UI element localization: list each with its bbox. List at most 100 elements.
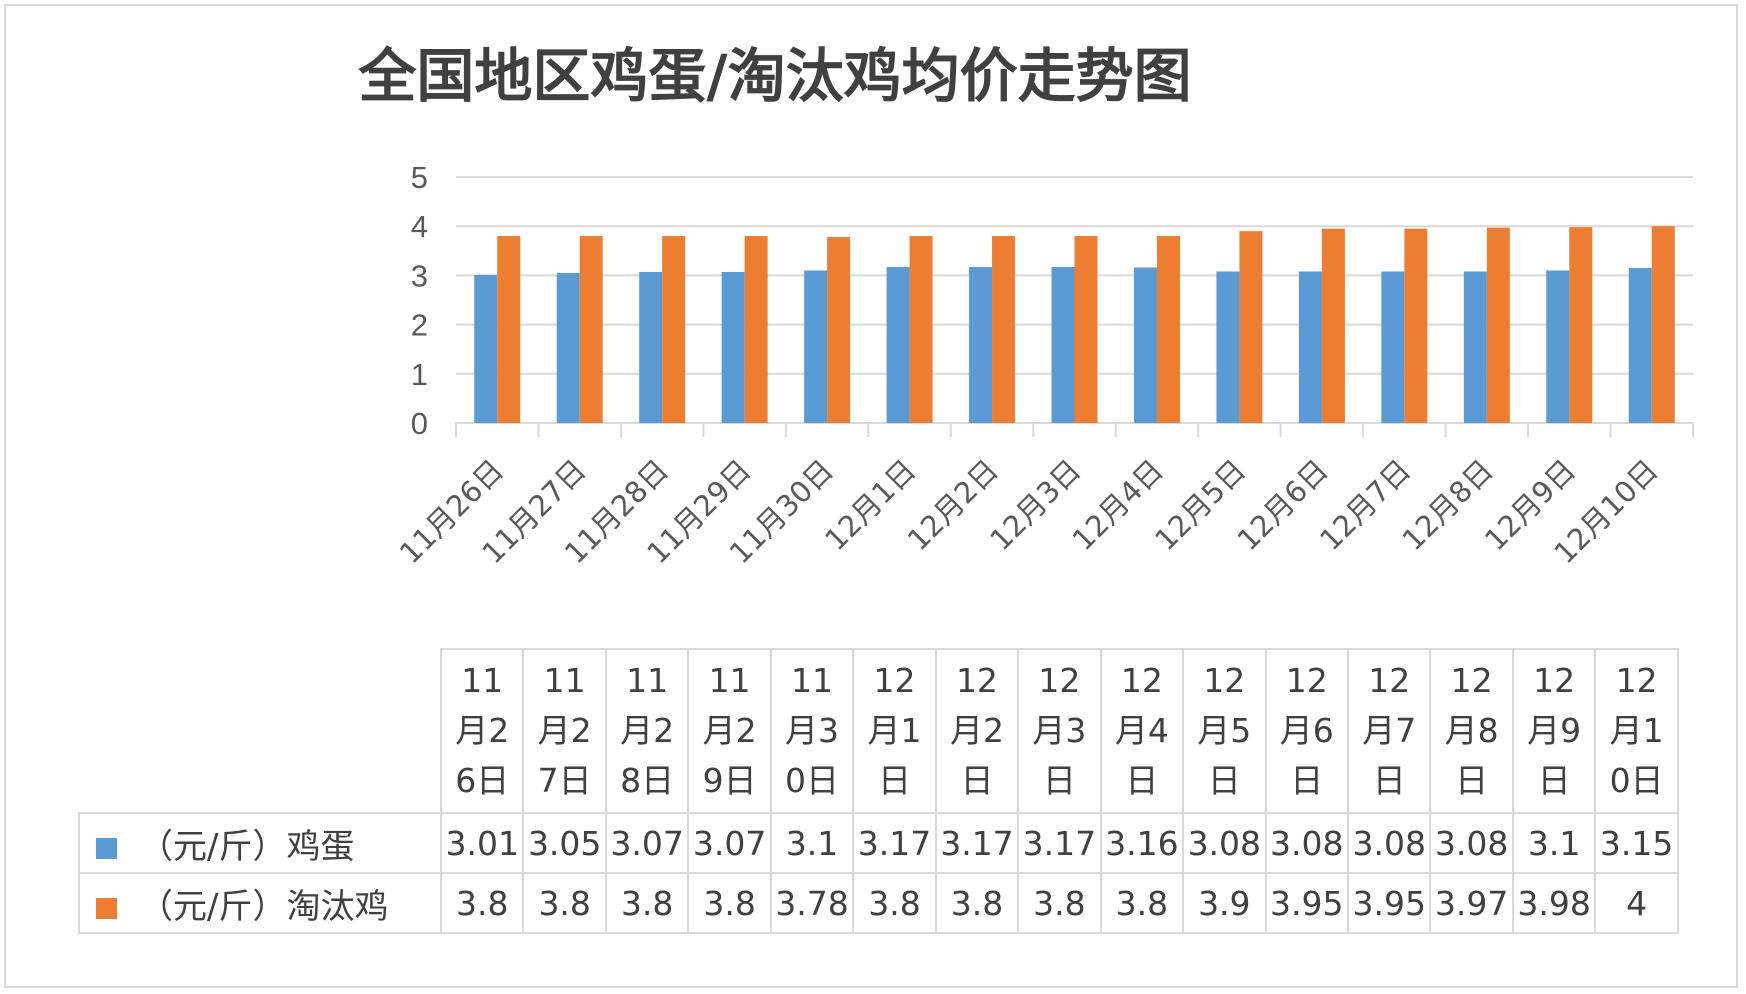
bars bbox=[474, 226, 1675, 423]
bar-culled-hens bbox=[1074, 236, 1098, 423]
x-tick-label: 12月3日 bbox=[983, 453, 1087, 557]
bar-culled-hens bbox=[909, 236, 933, 423]
bar-eggs bbox=[474, 274, 498, 423]
x-tick-label: 12月7日 bbox=[1313, 453, 1417, 557]
data-table-cell: 3.98 bbox=[1511, 872, 1597, 934]
data-table-header-cell: 12月6日 bbox=[1264, 648, 1349, 814]
data-table-header-cell: 11月28日 bbox=[604, 648, 690, 814]
bar-eggs bbox=[969, 267, 993, 423]
legend-entry-culled-hens: （元/斤）淘汰鸡 bbox=[78, 872, 442, 934]
bar-eggs bbox=[639, 271, 663, 423]
legend-entry-eggs: （元/斤）鸡蛋 bbox=[78, 812, 442, 874]
data-table-header-row: 11月26日 11月27日 11月28日 11月29日 11月30日 12月1日 12月2日… bbox=[79, 648, 1679, 814]
data-table-header-cell: 11月26日 bbox=[439, 648, 525, 814]
data-table-header-cell: 12月5日 bbox=[1182, 648, 1267, 814]
bar-eggs bbox=[1628, 268, 1652, 423]
data-table-header-cell: 12月10日 bbox=[1594, 648, 1679, 814]
data-table-cell: 3.8 bbox=[934, 872, 1020, 934]
bar-culled-hens bbox=[579, 236, 603, 423]
data-table-header-cell: 12月2日 bbox=[934, 648, 1020, 814]
data-table-header-cell: 11月29日 bbox=[687, 648, 772, 814]
data-table-cell: 3.08 bbox=[1264, 812, 1349, 874]
y-tick-label: 2 bbox=[411, 308, 428, 343]
bar-culled-hens bbox=[1651, 226, 1675, 423]
data-table-corner bbox=[79, 649, 442, 814]
legend-swatch-culled-hens bbox=[96, 897, 117, 919]
bar-eggs bbox=[886, 267, 910, 423]
data-table-cell: 3.17 bbox=[1017, 812, 1102, 874]
data-table-cell: 3.07 bbox=[604, 812, 690, 874]
data-table-cell: 3.78 bbox=[769, 872, 855, 934]
data-table-row: （元/斤）淘汰鸡 3.8 3.8 3.8 3.8 3.78 3.8 3.8 3.8 3.8 3.9… bbox=[78, 872, 1679, 934]
bar-culled-hens bbox=[1156, 236, 1180, 423]
data-table: 11月26日 11月27日 11月28日 11月29日 11月30日 12月1日 12月2日… bbox=[78, 648, 1679, 934]
x-tick-label: 12月8日 bbox=[1396, 453, 1500, 557]
bar-culled-hens bbox=[1569, 227, 1593, 423]
data-table-cell: 3.07 bbox=[687, 812, 772, 874]
data-table-cell: 3.97 bbox=[1429, 872, 1514, 934]
data-table-row: （元/斤）鸡蛋 3.01 3.05 3.07 3.07 3.1 3.17 3.17 3.17 3… bbox=[78, 812, 1679, 874]
data-table-cell: 3.08 bbox=[1346, 812, 1432, 874]
bar-culled-hens bbox=[1486, 227, 1510, 423]
data-table-header-cell: 12月9日 bbox=[1511, 648, 1597, 814]
data-table-cell: 3.8 bbox=[1017, 872, 1102, 934]
data-table-header-cell: 12月3日 bbox=[1017, 648, 1102, 814]
y-tick-label: 0 bbox=[411, 406, 428, 441]
bar-culled-hens bbox=[1321, 228, 1345, 423]
data-table-cell: 3.01 bbox=[439, 812, 525, 874]
data-table-header-cell: 11月27日 bbox=[522, 648, 607, 814]
x-tick-label: 12月4日 bbox=[1066, 453, 1170, 557]
bar-culled-hens bbox=[1404, 228, 1428, 423]
data-table-cell: 3.9 bbox=[1182, 872, 1267, 934]
data-table-cell: 3.95 bbox=[1346, 872, 1432, 934]
data-table-header-cell: 11月30日 bbox=[769, 648, 855, 814]
bar-culled-hens bbox=[744, 236, 768, 423]
legend-label-culled-hens: （元/斤）淘汰鸡 bbox=[139, 886, 389, 927]
data-table-cell: 3.8 bbox=[852, 872, 937, 934]
chart-title: 全国地区鸡蛋/淘汰鸡均价走势图 bbox=[357, 42, 1191, 110]
x-tick-label: 12月6日 bbox=[1231, 453, 1335, 557]
bar-culled-hens bbox=[827, 237, 851, 423]
data-table-cell: 3.1 bbox=[769, 812, 855, 874]
x-tick-label: 12月1日 bbox=[818, 453, 922, 557]
bar-culled-hens bbox=[1239, 231, 1263, 423]
bar-eggs bbox=[1463, 271, 1487, 423]
data-table-header-cell: 12月7日 bbox=[1346, 648, 1432, 814]
x-tick-label: 12月2日 bbox=[901, 453, 1005, 557]
bar-eggs bbox=[1216, 271, 1240, 423]
y-axis: 0 1 2 3 4 5 bbox=[411, 160, 428, 441]
y-tick-label: 3 bbox=[411, 258, 428, 293]
data-table-cell: 3.8 bbox=[687, 872, 772, 934]
data-table-cell: 3.05 bbox=[522, 812, 607, 874]
data-table-cell: 4 bbox=[1594, 872, 1679, 934]
data-table-header-cell: 12月1日 bbox=[852, 648, 937, 814]
legend-label-eggs: （元/斤）鸡蛋 bbox=[139, 826, 355, 867]
y-tick-label: 1 bbox=[411, 357, 428, 392]
bar-eggs bbox=[1546, 270, 1570, 423]
legend-swatch-eggs bbox=[96, 837, 117, 859]
bar-eggs bbox=[804, 270, 828, 423]
data-table-cell: 3.15 bbox=[1594, 812, 1679, 874]
data-table-cell: 3.08 bbox=[1429, 812, 1514, 874]
x-axis: 11月26日11月27日11月28日11月29日11月30日12月1日12月2日… bbox=[393, 453, 1665, 570]
data-table-header-cell: 12月8日 bbox=[1429, 648, 1514, 814]
data-table-cell: 3.8 bbox=[522, 872, 607, 934]
data-table-cell: 3.95 bbox=[1264, 872, 1349, 934]
bar-eggs bbox=[1051, 267, 1075, 423]
y-tick-label: 5 bbox=[411, 160, 428, 195]
bar-eggs bbox=[721, 271, 745, 423]
data-table-cell: 3.8 bbox=[439, 872, 525, 934]
y-tick-label: 4 bbox=[411, 209, 428, 244]
data-table-cell: 3.16 bbox=[1099, 812, 1185, 874]
bar-eggs bbox=[1298, 271, 1322, 423]
data-table-cell: 3.17 bbox=[852, 812, 937, 874]
data-table-header-cell: 12月4日 bbox=[1099, 648, 1185, 814]
bar-culled-hens bbox=[662, 236, 686, 423]
bar-culled-hens bbox=[992, 236, 1016, 423]
bar-eggs bbox=[556, 272, 580, 423]
data-table-cell: 3.17 bbox=[934, 812, 1020, 874]
data-table-cell: 3.1 bbox=[1511, 812, 1597, 874]
data-table-cell: 3.8 bbox=[1099, 872, 1185, 934]
data-table-cell: 3.8 bbox=[604, 872, 690, 934]
